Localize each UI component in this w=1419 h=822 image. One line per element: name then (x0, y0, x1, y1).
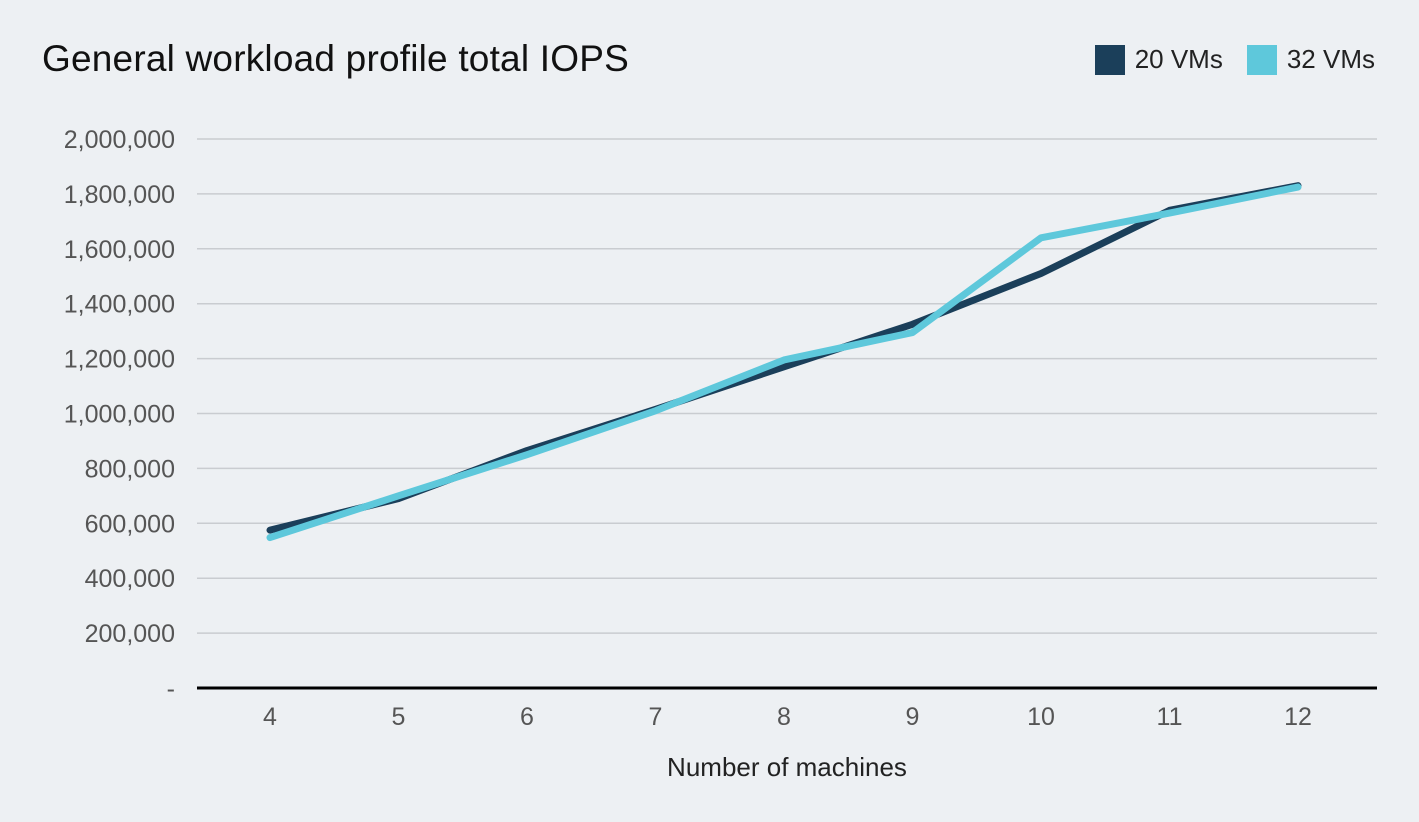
x-tick-label: 7 (649, 703, 663, 731)
x-tick-label: 6 (520, 703, 534, 731)
chart-title: General workload profile total IOPS (42, 38, 629, 79)
legend-item-series-1: 20 VMs (1094, 44, 1223, 75)
y-axis-ticks: - 200,000 400,000 600,000 800,000 1,000,000 1,… (64, 126, 175, 703)
x-tick-label: 5 (392, 703, 406, 731)
legend-swatch-series-2 (1246, 44, 1277, 75)
y-tick-label: 1,000,000 (64, 401, 175, 429)
x-tick-label: 10 (1027, 703, 1055, 731)
gridlines (197, 138, 1377, 634)
y-tick-label: 2,000,000 (64, 126, 175, 154)
y-tick-label: 1,400,000 (64, 291, 175, 319)
legend-label-series-1: 20 VMs (1134, 44, 1223, 74)
x-axis-ticks: 4 5 6 7 8 9 10 11 12 (263, 703, 1312, 731)
y-tick-label: 800,000 (85, 455, 175, 483)
y-tick-label: 200,000 (85, 620, 175, 648)
series-line-2 (266, 183, 1302, 542)
y-tick-label: 1,800,000 (64, 181, 175, 209)
y-tick-label: 400,000 (85, 565, 175, 593)
x-tick-label: 8 (777, 703, 791, 731)
x-tick-label: 11 (1157, 703, 1183, 731)
y-tick-label: 600,000 (85, 510, 175, 538)
series-lines (266, 182, 1302, 542)
x-tick-label: 12 (1284, 703, 1312, 731)
legend-swatch-series-1 (1094, 44, 1125, 75)
legend-label-series-2: 32 VMs (1286, 44, 1375, 74)
legend: 20 VMs 32 VMs (1094, 44, 1375, 75)
x-axis-label: Number of machines (667, 752, 907, 782)
y-tick-label: - (167, 675, 175, 703)
x-tick-label: 4 (263, 703, 277, 731)
y-tick-label: 1,600,000 (64, 236, 175, 264)
y-tick-label: 1,200,000 (64, 346, 175, 374)
legend-item-series-2: 32 VMs (1246, 44, 1375, 75)
x-tick-label: 9 (906, 703, 920, 731)
